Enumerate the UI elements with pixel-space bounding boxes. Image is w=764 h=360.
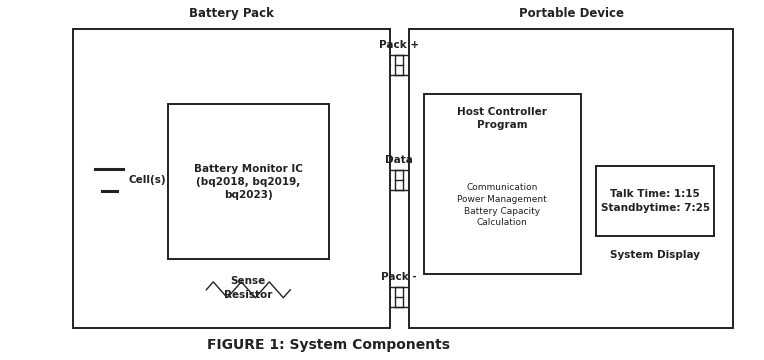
- Text: Communication
Power Management
Battery Capacity
Calculation: Communication Power Management Battery C…: [458, 183, 547, 228]
- Text: Pack +: Pack +: [379, 40, 419, 49]
- Bar: [73, 29, 390, 328]
- Text: Host Controller
Program: Host Controller Program: [458, 107, 547, 130]
- Bar: [596, 166, 714, 236]
- Text: FIGURE 1: System Components: FIGURE 1: System Components: [207, 338, 450, 352]
- Text: System Display: System Display: [610, 250, 700, 260]
- Text: Pack -: Pack -: [381, 272, 417, 282]
- Text: Portable Device: Portable Device: [519, 7, 623, 20]
- Text: Talk Time: 1:15
Standbytime: 7:25: Talk Time: 1:15 Standbytime: 7:25: [601, 189, 710, 213]
- Text: Battery Monitor IC
(bq2018, bq2019,
bq2023): Battery Monitor IC (bq2018, bq2019, bq20…: [194, 163, 303, 200]
- Text: Battery Pack: Battery Pack: [189, 7, 274, 20]
- Bar: [409, 29, 733, 328]
- Bar: [168, 104, 329, 259]
- Text: Cell(s): Cell(s): [128, 175, 166, 185]
- Bar: [424, 94, 581, 274]
- Text: Data: Data: [385, 155, 413, 165]
- Text: Sense
Resistor: Sense Resistor: [224, 276, 273, 300]
